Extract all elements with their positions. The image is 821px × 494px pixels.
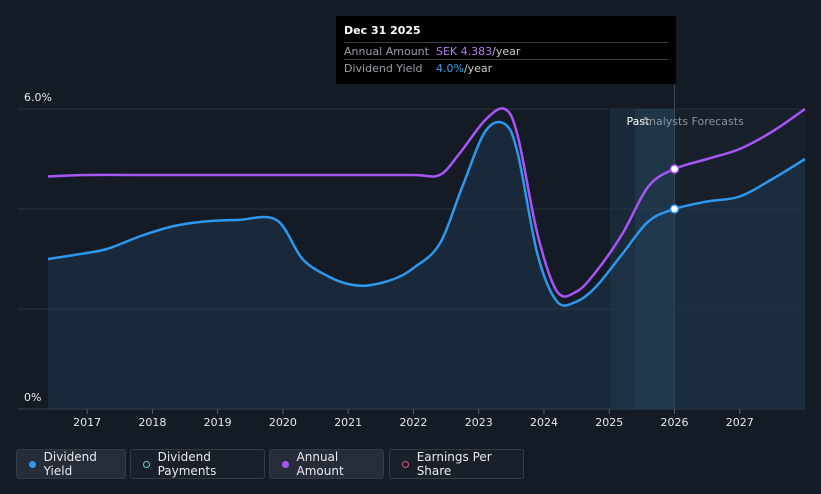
x-tick-label: 2024	[530, 416, 558, 429]
tooltip-value: 4.0%/year	[436, 62, 492, 75]
forecast-region	[674, 109, 805, 409]
legend-label: Dividend Payments	[157, 450, 217, 478]
x-tick-label: 2019	[204, 416, 232, 429]
x-tick-label: 2017	[73, 416, 101, 429]
legend-annual-amount[interactable]: Annual Amount	[269, 449, 384, 479]
legend-ring-icon	[402, 460, 409, 468]
forecast-label: Analysts Forecasts	[641, 115, 744, 128]
tooltip-value: SEK 4.383/year	[436, 45, 520, 58]
dividend-yield-line	[47, 120, 806, 307]
legend-label: Earnings Per Share	[416, 450, 492, 478]
legend-ring-icon	[143, 460, 150, 468]
dividend-yield-area	[48, 121, 805, 409]
legend-dot-icon	[29, 460, 36, 468]
series-markers	[669, 164, 680, 214]
tooltip-row-dividend-yield: Dividend Yield 4.0%/year	[344, 59, 668, 77]
x-tick-label: 2026	[660, 416, 688, 429]
forecast-regions	[610, 16, 805, 409]
legend-label: Annual Amount	[296, 450, 344, 478]
series-areas	[48, 121, 805, 409]
x-tick-label: 2020	[269, 416, 297, 429]
x-tick-label: 2023	[465, 416, 493, 429]
annual-amount-marker	[669, 164, 680, 174]
y-tick-label-top: 6.0%	[24, 91, 52, 104]
y-axis-labels: 6.0% 0%	[24, 91, 52, 404]
dividend-yield-marker	[669, 204, 680, 214]
x-tick-label: 2021	[334, 416, 362, 429]
legend-earnings-per-share[interactable]: Earnings Per Share	[389, 449, 524, 479]
legend-dividend-yield[interactable]: Dividend Yield	[16, 449, 126, 479]
x-tick-label: 2025	[595, 416, 623, 429]
tooltip-value-suffix: /year	[463, 62, 493, 75]
annual-amount-line	[47, 107, 806, 298]
x-tick-label: 2027	[726, 416, 754, 429]
x-tick-label: 2022	[399, 416, 427, 429]
tooltip-value-main: 4.0%	[436, 62, 464, 75]
tooltip-date: Dec 31 2025	[344, 24, 421, 37]
legend-label: Dividend Yield	[43, 450, 97, 478]
x-axis-ticks: 2017 2018 2019 2020 2021 2022 2023 2024 2025 2026…	[73, 409, 754, 429]
past-label: Past	[626, 115, 650, 128]
tooltip-label: Dividend Yield	[344, 62, 423, 75]
series-lines	[47, 107, 806, 307]
recent-shaded-band	[635, 109, 675, 409]
x-tick-label: 2018	[138, 416, 166, 429]
tooltip-row-annual-amount: Annual Amount SEK 4.383/year	[344, 42, 668, 60]
tooltip: Dec 31 2025 Annual Amount SEK 4.383/year…	[336, 16, 676, 84]
legend-dot-icon	[282, 460, 289, 468]
tooltip-value-suffix: /year	[492, 45, 521, 58]
tooltip-value-main: SEK 4.383	[436, 45, 493, 58]
tooltip-label: Annual Amount	[344, 45, 429, 58]
y-tick-label-bottom: 0%	[24, 391, 41, 404]
legend-dividend-payments[interactable]: Dividend Payments	[130, 449, 265, 479]
